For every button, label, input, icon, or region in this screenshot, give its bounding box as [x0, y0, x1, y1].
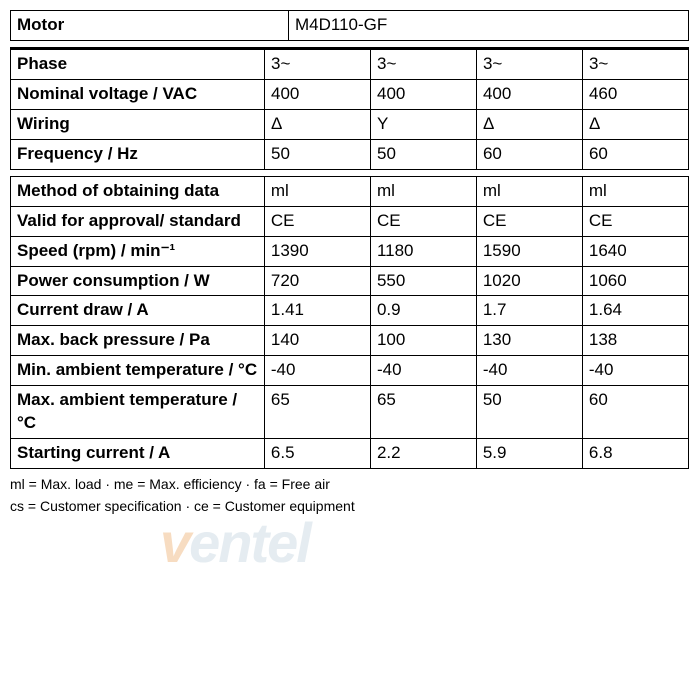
row-value: 65: [370, 386, 476, 439]
row-value: CE: [264, 206, 370, 236]
motor-header-table: Motor M4D110-GF: [10, 10, 689, 41]
footnote-2: cs = Customer specification · ce = Custo…: [10, 497, 689, 517]
row-value: 460: [582, 79, 688, 109]
row-value: 400: [476, 79, 582, 109]
row-value: 3~: [265, 48, 371, 79]
row-value: 140: [264, 326, 370, 356]
row-label: Max. ambient temperature / °C: [11, 386, 265, 439]
row-value: 50: [370, 139, 476, 169]
row-value: ml: [370, 176, 476, 206]
row-value: 138: [582, 326, 688, 356]
row-value: Δ: [476, 109, 582, 139]
row-value: 6.5: [264, 439, 370, 469]
table-row: Phase 3~ 3~ 3~ 3~: [11, 48, 689, 79]
row-value: 1.64: [582, 296, 688, 326]
table-row: Nominal voltage / VAC 400 400 400 460: [11, 79, 689, 109]
row-value: 1390: [264, 236, 370, 266]
table-row: Wiring Δ Y Δ Δ: [11, 109, 689, 139]
table-row: Min. ambient temperature / °C -40 -40 -4…: [11, 356, 689, 386]
row-label: Phase: [11, 48, 265, 79]
row-value: 3~: [476, 48, 582, 79]
table-row: Speed (rpm) / min⁻¹ 1390 1180 1590 1640: [11, 236, 689, 266]
row-label: Wiring: [11, 109, 265, 139]
row-value: Δ: [582, 109, 688, 139]
table-row: Current draw / A 1.41 0.9 1.7 1.64: [11, 296, 689, 326]
table-row: Power consumption / W 720 550 1020 1060: [11, 266, 689, 296]
row-value: 550: [370, 266, 476, 296]
row-value: 1.41: [264, 296, 370, 326]
table-row: Starting current / A 6.5 2.2 5.9 6.8: [11, 439, 689, 469]
row-value: 100: [370, 326, 476, 356]
row-value: Δ: [265, 109, 371, 139]
row-label: Power consumption / W: [11, 266, 265, 296]
section1-table: Phase 3~ 3~ 3~ 3~ Nominal voltage / VAC …: [10, 47, 689, 170]
row-value: 50: [265, 139, 371, 169]
row-label: Current draw / A: [11, 296, 265, 326]
motor-value: M4D110-GF: [289, 11, 689, 41]
row-value: 60: [582, 139, 688, 169]
row-label: Speed (rpm) / min⁻¹: [11, 236, 265, 266]
row-label: Max. back pressure / Pa: [11, 326, 265, 356]
row-value: -40: [582, 356, 688, 386]
row-value: -40: [476, 356, 582, 386]
watermark-text: entel: [189, 511, 310, 574]
row-value: CE: [476, 206, 582, 236]
row-value: 0.9: [370, 296, 476, 326]
row-value: 1020: [476, 266, 582, 296]
row-value: 1180: [370, 236, 476, 266]
row-value: 400: [265, 79, 371, 109]
table-row: Max. back pressure / Pa 140 100 130 138: [11, 326, 689, 356]
row-value: -40: [264, 356, 370, 386]
motor-label: Motor: [11, 11, 289, 41]
row-value: ml: [582, 176, 688, 206]
row-label: Frequency / Hz: [11, 139, 265, 169]
row-value: 1640: [582, 236, 688, 266]
row-value: 50: [476, 386, 582, 439]
row-value: ml: [264, 176, 370, 206]
table-row: Valid for approval/ standard CE CE CE CE: [11, 206, 689, 236]
row-value: 1060: [582, 266, 688, 296]
table-row: Max. ambient temperature / °C 65 65 50 6…: [11, 386, 689, 439]
row-label: Method of obtaining data: [11, 176, 265, 206]
row-label: Valid for approval/ standard: [11, 206, 265, 236]
row-value: 60: [582, 386, 688, 439]
table-row: Method of obtaining data ml ml ml ml: [11, 176, 689, 206]
watermark: ventel: [160, 510, 310, 575]
row-value: 60: [476, 139, 582, 169]
row-value: 65: [264, 386, 370, 439]
row-label: Nominal voltage / VAC: [11, 79, 265, 109]
row-value: 2.2: [370, 439, 476, 469]
row-value: 1590: [476, 236, 582, 266]
row-value: 1.7: [476, 296, 582, 326]
row-value: 400: [370, 79, 476, 109]
row-value: Y: [370, 109, 476, 139]
row-label: Min. ambient temperature / °C: [11, 356, 265, 386]
row-value: -40: [370, 356, 476, 386]
watermark-accent: v: [160, 511, 189, 574]
row-value: 3~: [582, 48, 688, 79]
footnote-1: ml = Max. load · me = Max. efficiency · …: [10, 475, 689, 495]
row-value: CE: [370, 206, 476, 236]
table-row: Frequency / Hz 50 50 60 60: [11, 139, 689, 169]
row-value: 5.9: [476, 439, 582, 469]
row-value: ml: [476, 176, 582, 206]
motor-row: Motor M4D110-GF: [11, 11, 689, 41]
section2-table: Method of obtaining data ml ml ml ml Val…: [10, 176, 689, 469]
row-label: Starting current / A: [11, 439, 265, 469]
row-value: 130: [476, 326, 582, 356]
row-value: 3~: [370, 48, 476, 79]
row-value: CE: [582, 206, 688, 236]
row-value: 720: [264, 266, 370, 296]
row-value: 6.8: [582, 439, 688, 469]
